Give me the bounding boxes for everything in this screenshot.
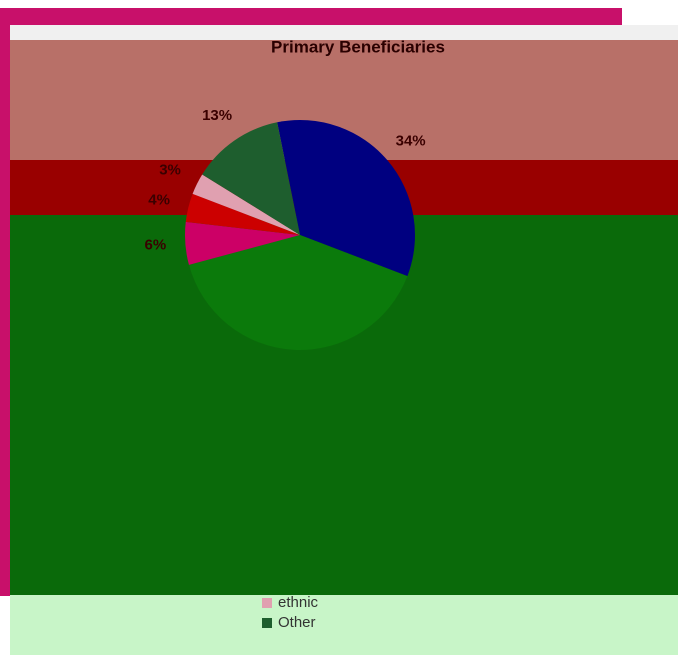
pie-slice [192, 174, 300, 235]
legend-swatch [262, 618, 272, 628]
data-label: 34% [396, 132, 426, 149]
pie: 34% 6% 4% 3% 13% [145, 107, 426, 350]
legend: ethnic Other [262, 594, 319, 631]
pie-slice [185, 193, 300, 235]
chart-title: Primary Beneficiaries [271, 37, 445, 56]
pie-slice [202, 122, 300, 235]
pie-slice [188, 235, 408, 350]
pie-slice [277, 119, 415, 277]
data-label: 4% [148, 192, 170, 209]
pie-slice [185, 221, 300, 265]
data-label: 6% [145, 237, 167, 254]
legend-label: Other [278, 614, 316, 631]
legend-swatch [262, 598, 272, 608]
data-label: 3% [159, 162, 181, 179]
legend-label: ethnic [278, 594, 319, 611]
data-label: 13% [202, 107, 232, 124]
legend-area [10, 595, 678, 655]
